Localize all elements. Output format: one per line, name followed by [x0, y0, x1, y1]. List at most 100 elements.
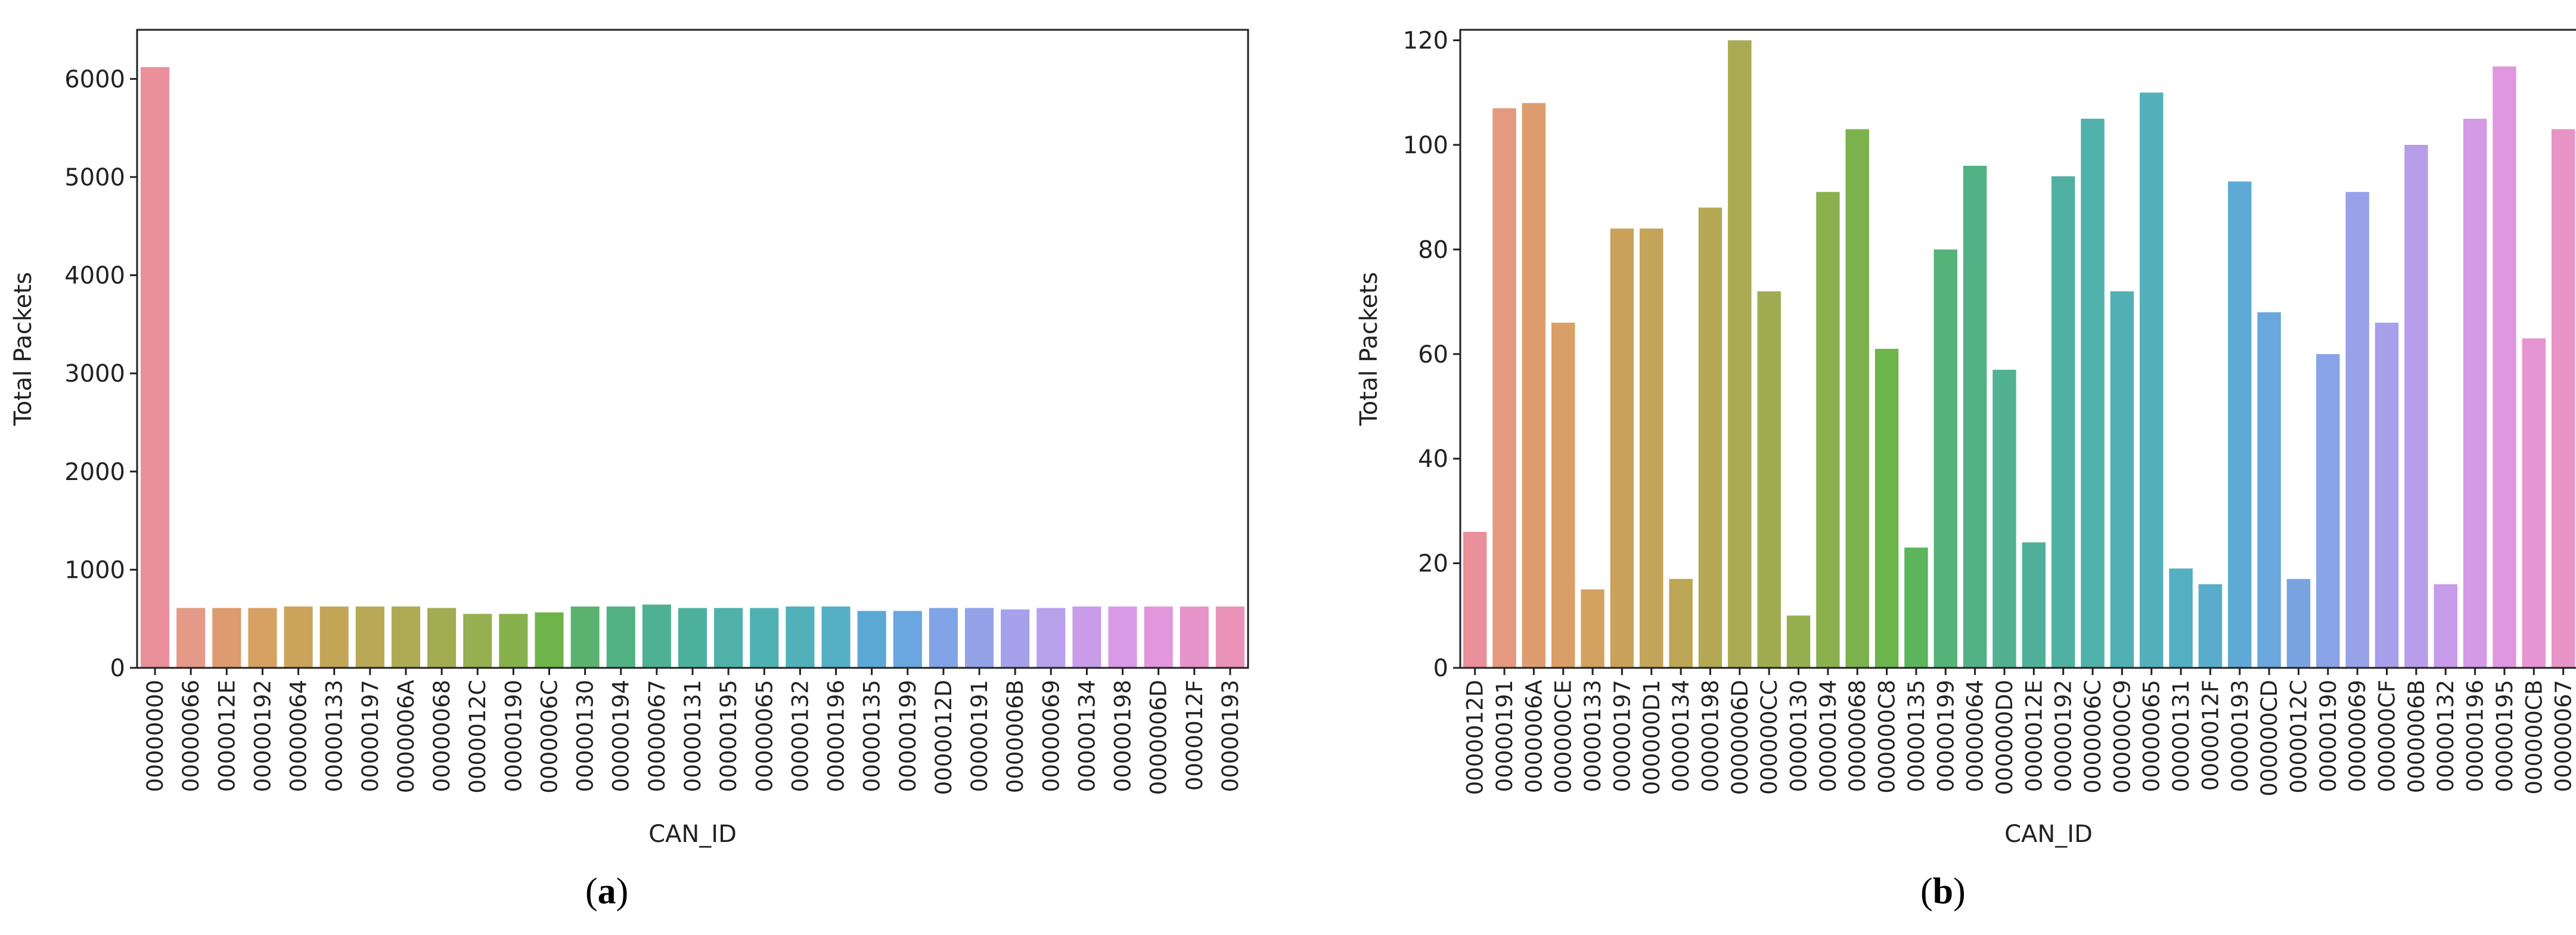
- bar-00000195: [714, 608, 743, 668]
- x-tick-label: 0000006C: [536, 680, 562, 794]
- bar-000000CB: [2522, 338, 2546, 668]
- y-axis-label-a: Total Packets: [10, 272, 37, 426]
- x-tick-label: 00000132: [787, 680, 813, 792]
- x-tick-label: 00000196: [824, 680, 849, 792]
- bar-00000133: [1581, 589, 1604, 668]
- x-tick-label: 00000068: [1845, 680, 1870, 792]
- x-tick-label: 000000CD: [2257, 680, 2282, 797]
- y-tick-label: 1000: [64, 556, 125, 584]
- x-tick-label: 00000131: [2168, 680, 2194, 792]
- bar-00000130: [1786, 615, 1811, 668]
- bar-00000067: [2551, 129, 2575, 668]
- x-tick-label: 00000192: [2051, 680, 2077, 792]
- bar-00000199: [1933, 249, 1958, 668]
- x-tick-label: 0000012E: [214, 680, 240, 792]
- bar-00000068: [1845, 129, 1869, 668]
- bar-0000006C: [2081, 119, 2105, 668]
- bar-000000CC: [1757, 291, 1781, 668]
- x-tick-label: 00000065: [2139, 680, 2165, 792]
- x-tick-label: 0000012F: [2198, 680, 2223, 791]
- y-tick-label: 0: [110, 655, 125, 682]
- x-tick-label: 00000000: [142, 680, 168, 792]
- panel-label-b-letter: b: [1932, 871, 1954, 912]
- x-tick-labels-a: 00000000 00000066 0000012E 00000192 00000064…: [142, 668, 1243, 795]
- y-tick-label: 0: [1433, 655, 1448, 682]
- bar-00000192: [2051, 176, 2075, 668]
- bar-00000195: [2493, 66, 2516, 668]
- x-tick-label: 00000068: [429, 680, 455, 792]
- bar-00000194: [606, 606, 635, 668]
- y-tick-label: 100: [1403, 132, 1448, 159]
- x-tick-label: 00000193: [2227, 680, 2253, 792]
- x-tick-label: 000000CC: [1756, 680, 1782, 795]
- bar-00000135: [857, 611, 886, 668]
- x-tick-label: 0000012D: [931, 680, 957, 795]
- y-tick-label: 5000: [64, 164, 125, 191]
- bar-00000193: [1215, 606, 1244, 668]
- bar-00000132: [786, 606, 815, 668]
- bar-00000191: [1492, 108, 1516, 668]
- bar-00000193: [2228, 181, 2252, 668]
- x-tick-label: 000000CE: [1551, 680, 1576, 793]
- bar-000000C8: [1874, 349, 1899, 668]
- x-tick-label: 00000064: [1963, 680, 1988, 792]
- bar-0000012C: [463, 614, 492, 668]
- bar-00000130: [570, 606, 600, 668]
- bar-0000006D: [1728, 40, 1752, 668]
- bar-00000132: [2434, 584, 2457, 668]
- x-tick-label: 00000198: [1697, 680, 1723, 792]
- bar-0000006D: [1144, 606, 1173, 668]
- bar-000000D1: [1640, 228, 1663, 668]
- x-tick-label: 00000130: [1786, 680, 1812, 792]
- x-tick-label: 0000006D: [1727, 680, 1753, 795]
- bar-000000CF: [2375, 323, 2399, 668]
- bar-00000066: [176, 608, 206, 668]
- y-axis-label-b: Total Packets: [1355, 272, 1383, 426]
- bar-0000012E: [212, 608, 241, 668]
- bar-0000012D: [929, 608, 958, 668]
- x-tick-label: 000000C9: [2109, 680, 2135, 794]
- x-tick-label: 0000012C: [465, 680, 491, 794]
- bar-00000134: [1072, 606, 1101, 668]
- y-tick-label: 40: [1418, 445, 1448, 473]
- x-tick-label: 00000197: [1609, 680, 1635, 792]
- bar-0000012F: [1180, 606, 1209, 668]
- x-tick-label: 00000133: [322, 680, 347, 792]
- x-tick-label: 00000135: [1904, 680, 1929, 792]
- bar-00000134: [1669, 578, 1693, 668]
- y-tick-label: 6000: [64, 66, 125, 93]
- x-tick-label: 00000067: [644, 680, 670, 792]
- x-tick-label: 0000012F: [1182, 680, 1208, 791]
- bar-00000190: [2316, 354, 2340, 668]
- bar-00000068: [427, 608, 457, 668]
- x-tick-label: 00000196: [2463, 680, 2488, 792]
- x-tick-label: 00000191: [1492, 680, 1517, 792]
- y-tick-label: 120: [1403, 27, 1448, 55]
- bar-00000199: [893, 611, 922, 668]
- x-tick-label: 00000195: [2492, 680, 2518, 792]
- bar-00000065: [2139, 92, 2164, 668]
- y-tick-label: 4000: [64, 262, 125, 290]
- panel-label-a-letter: a: [597, 871, 616, 912]
- bar-00000198: [1108, 606, 1137, 668]
- x-tick-label: 000000D1: [1639, 680, 1665, 795]
- bar-0000006C: [535, 612, 564, 668]
- y-tick-label: 2000: [64, 459, 125, 486]
- x-tick-label: 00000132: [2433, 680, 2459, 792]
- bar-00000131: [678, 608, 707, 668]
- bars-a: [141, 67, 1244, 668]
- y-tick-label: 3000: [64, 360, 125, 388]
- x-tick-labels-b: 0000012D 00000191 0000006A 000000CE 00000133…: [1463, 668, 2576, 797]
- x-tick-label: 0000012E: [2021, 680, 2047, 792]
- bar-00000194: [1816, 191, 1840, 668]
- x-tick-label: 00000190: [2316, 680, 2341, 792]
- bar-00000069: [1036, 608, 1066, 668]
- bar-00000065: [750, 608, 779, 668]
- x-tick-label: 00000066: [178, 680, 204, 792]
- bar-0000006A: [391, 606, 421, 668]
- x-tick-label: 00000131: [680, 680, 706, 792]
- bar-00000196: [821, 606, 851, 668]
- bar-00000135: [1904, 547, 1928, 668]
- x-tick-label: 0000006A: [1521, 680, 1547, 793]
- x-tick-label: 00000194: [609, 680, 634, 792]
